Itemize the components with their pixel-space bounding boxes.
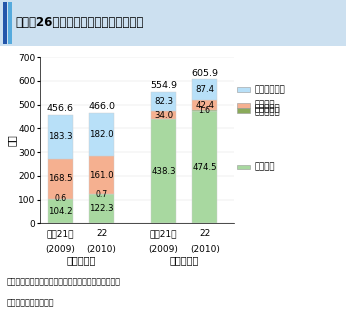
Text: 農業生産関: 農業生産関 [254,105,280,113]
Text: 22: 22 [199,229,210,238]
Text: 年金等の収入: 年金等の収入 [254,85,285,94]
Bar [89,113,114,156]
Text: 農業経営体: 農業経営体 [66,255,96,265]
Text: 438.3: 438.3 [151,167,176,176]
Text: 34.0: 34.0 [154,111,173,120]
Text: 605.9: 605.9 [191,69,218,78]
Text: 連事業所得: 連事業所得 [254,107,280,116]
Text: 168.5: 168.5 [48,174,73,183]
Text: 456.6: 456.6 [47,104,74,113]
Text: 182.0: 182.0 [89,130,114,139]
Text: 82.3: 82.3 [154,97,173,106]
Bar [3,2,7,44]
Text: (2009): (2009) [45,245,75,254]
Text: 平成21年: 平成21年 [150,229,177,238]
Text: 図３－26　農業経営体の総所得の推移: 図３－26 農業経営体の総所得の推移 [16,16,144,29]
Bar [89,156,114,194]
Text: 農外所得: 農外所得 [254,101,275,110]
Text: 42.4: 42.4 [195,101,214,110]
Bar [89,194,114,223]
Bar [48,158,73,198]
Text: 122.3: 122.3 [89,204,114,213]
Bar [237,103,250,108]
Bar [48,199,73,223]
Text: 農業所得: 農業所得 [254,163,275,171]
Text: (2010): (2010) [190,245,220,254]
Text: 1.6: 1.6 [199,106,211,115]
Text: 104.2: 104.2 [48,207,73,216]
Bar [151,111,176,119]
Text: 87.4: 87.4 [195,85,214,94]
Text: (2009): (2009) [148,245,179,254]
Bar [192,80,217,100]
Text: 資料：農林水産省「農業経営統計調査　経営形態別経: 資料：農林水産省「農業経営統計調査 経営形態別経 [7,278,121,287]
Bar [192,110,217,111]
Bar [237,87,250,92]
Text: 平成21年: 平成21年 [47,229,74,238]
Bar [151,119,176,223]
Bar [8,2,12,44]
Text: 0.7: 0.7 [95,190,108,199]
Bar [237,108,250,113]
Text: 161.0: 161.0 [89,171,114,180]
Bar [48,115,73,158]
Bar [192,100,217,110]
Text: 554.9: 554.9 [150,81,177,90]
Bar [192,111,217,223]
Y-axis label: 万円: 万円 [7,134,17,146]
Text: 474.5: 474.5 [192,163,217,171]
Text: 0.6: 0.6 [54,194,66,203]
Text: 営統計（個別経営）」: 営統計（個別経営）」 [7,299,54,307]
Text: 主業経営体: 主業経営体 [170,255,199,265]
Bar [151,92,176,111]
Bar [237,165,250,170]
Text: 183.3: 183.3 [48,132,73,141]
Text: 22: 22 [96,229,107,238]
Text: 466.0: 466.0 [88,102,115,111]
Text: (2010): (2010) [87,245,117,254]
